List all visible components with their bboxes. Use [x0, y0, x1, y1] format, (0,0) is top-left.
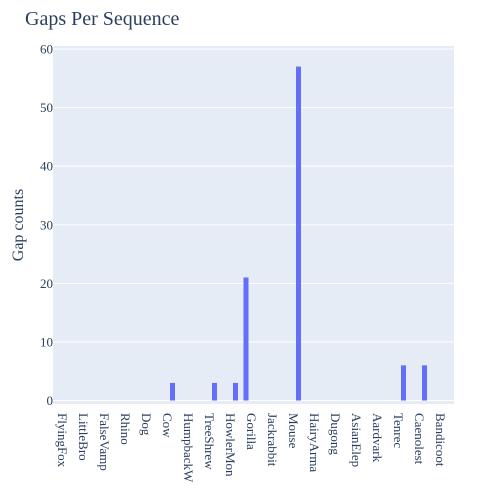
bar: [170, 382, 175, 401]
y-tick-label: 10: [40, 334, 53, 349]
x-tick-label: Tenrec: [391, 413, 406, 448]
bar: [422, 365, 427, 401]
y-tick-label: 30: [40, 217, 53, 232]
x-tick-label: Aardvark: [370, 413, 385, 463]
y-tick-label: 20: [40, 276, 53, 291]
grid-lines: [53, 48, 454, 401]
y-tick-label: 50: [40, 100, 53, 115]
x-tick-label: Gorilla: [244, 413, 259, 450]
x-tick-label: HairyArma: [307, 413, 322, 472]
x-tick-label: Rhino: [118, 413, 133, 445]
x-tick-label: HowlerMon: [223, 413, 238, 477]
y-tick-label: 60: [40, 42, 53, 57]
x-tick-label: Dugong: [328, 413, 343, 455]
bar: [212, 382, 217, 401]
y-axis-title: Gap counts: [10, 189, 27, 261]
x-tick-label: LittleBro: [76, 413, 91, 461]
bar: [233, 382, 238, 401]
x-tick-label: Mouse: [286, 413, 301, 449]
x-axis-ticks: FlyingFox LittleBro FalseVamp Rhino Dog Cow Hu…: [55, 413, 448, 483]
bar: [401, 365, 406, 401]
x-tick-label: TreeShrew: [202, 413, 217, 470]
y-tick-label: 0: [47, 393, 54, 408]
bar: [243, 277, 249, 401]
x-tick-label: Caenolest: [412, 413, 427, 465]
bars: [170, 66, 427, 401]
chart-title: Gaps Per Sequence: [25, 8, 180, 30]
x-tick-label: FalseVamp: [97, 413, 112, 471]
bar: [296, 66, 301, 401]
x-tick-label: Bandicoot: [433, 413, 448, 467]
x-tick-label: Dog: [139, 413, 154, 436]
x-tick-label: Cow: [160, 413, 175, 438]
y-axis-ticks: 0 10 20 30 40 50 60: [40, 42, 53, 409]
x-tick-label: AsianElep: [349, 413, 364, 467]
x-tick-label: Jackrabbit: [265, 413, 280, 467]
y-tick-label: 40: [40, 159, 53, 174]
x-tick-label: FlyingFox: [55, 413, 70, 468]
x-tick-label: HumpbackW: [181, 413, 196, 483]
